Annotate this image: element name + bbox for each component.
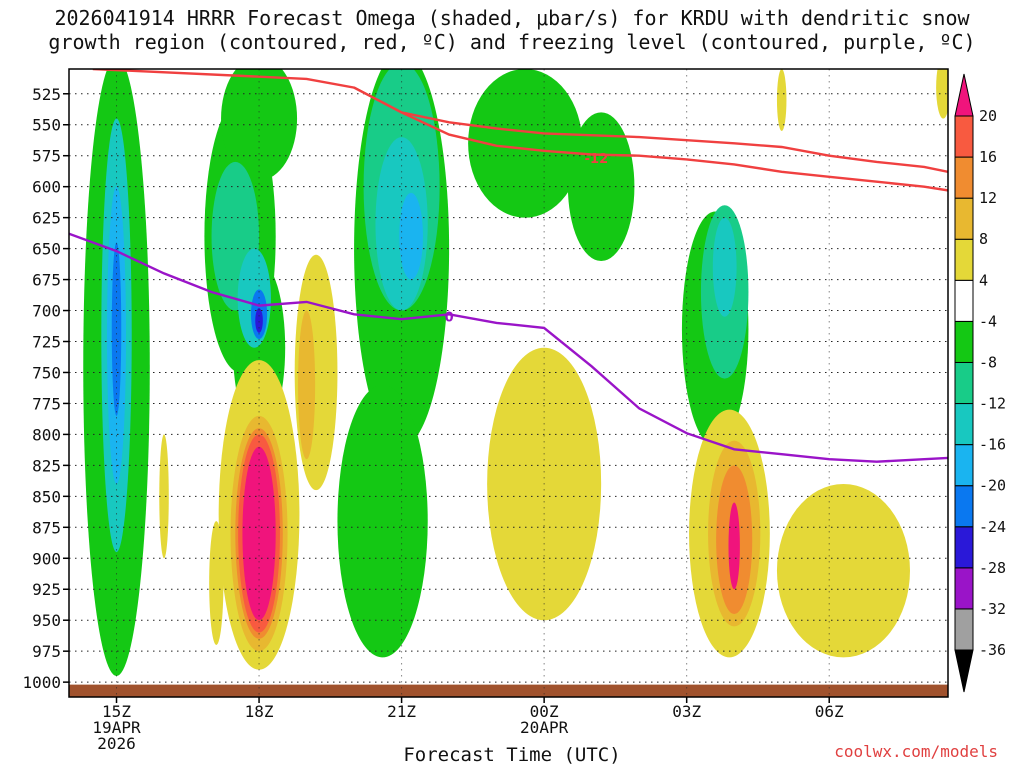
y-tick-label: 1000	[22, 673, 61, 692]
omega-area-35	[776, 483, 910, 658]
x-tick-label: 00Z	[530, 702, 559, 721]
colorbar-level-label: -36	[979, 641, 1006, 659]
colorbar-swatch-7	[954, 320, 974, 363]
y-tick-label: 925	[32, 580, 61, 599]
y-tick-label: 625	[32, 209, 61, 228]
colorbar-swatch-3	[954, 485, 974, 528]
y-tick-label: 600	[32, 178, 61, 197]
colorbar-swatch-12	[954, 115, 974, 158]
colorbar-level-label: 16	[979, 148, 997, 166]
x-tick-label: 21Z	[387, 702, 416, 721]
colorbar-level-label: -32	[979, 600, 1006, 618]
y-tick-label: 775	[32, 394, 61, 413]
omega-area-20	[712, 217, 737, 317]
omega-area-29	[159, 434, 169, 559]
y-tick-label: 650	[32, 240, 61, 259]
colorbar-level-label: 12	[979, 189, 997, 207]
site-credit: coolwx.com/models	[834, 742, 998, 761]
x-tick-label: 19APR	[92, 718, 141, 737]
y-tick-label: 550	[32, 116, 61, 135]
y-tick-label: 525	[32, 85, 61, 104]
omega-area-17	[567, 112, 635, 261]
dendritic-contour-lower	[353, 86, 948, 192]
omega-colorbar: -36 -32 -28 -24 -20 -16 -12 -8 -4 4 8 12 16 20	[954, 73, 1006, 693]
y-tick-label: 825	[32, 456, 61, 475]
colorbar-swatch-9	[954, 238, 974, 281]
colorbar-swatch-11	[954, 156, 974, 199]
plot-frame	[68, 68, 949, 698]
omega-area-10	[255, 308, 263, 333]
colorbar-swatch-0	[954, 608, 974, 651]
colorbar-over-triangle	[954, 73, 974, 117]
x-tick-label: 15Z	[102, 702, 131, 721]
pressure-axis: 525 550 575 600 625 650 675 700 725 750 775 800 825 8…	[22, 85, 69, 692]
colorbar-level-label: 20	[979, 107, 997, 125]
colorbar-level-label: -4	[979, 312, 997, 330]
colorbar-level-label: 8	[979, 230, 988, 248]
plot-grid	[69, 69, 948, 697]
omega-area-28	[242, 446, 276, 621]
contour-lines: -12 0	[69, 69, 948, 463]
colorbar-swatch-8	[954, 279, 974, 322]
colorbar-swatch-10	[954, 197, 974, 240]
colorbar-level-label: -28	[979, 559, 1006, 577]
freezing-level-label: 0	[445, 311, 454, 326]
y-tick-label: 700	[32, 302, 61, 321]
omega-area-16	[468, 69, 583, 218]
omega-shading	[69, 69, 948, 697]
chart-title-line-1: 2026041914 HRRR Forecast Omega (shaded, …	[54, 6, 970, 30]
chart-title: 2026041914 HRRR Forecast Omega (shaded, …	[0, 6, 1024, 54]
colorbar-swatch-4	[954, 444, 974, 487]
omega-area-36	[776, 69, 787, 131]
colorbar-level-label: 4	[979, 271, 988, 289]
x-tick-label: 20APR	[520, 718, 569, 737]
colorbar-level-label: -8	[979, 353, 997, 371]
colorbar-swatch-6	[954, 361, 974, 405]
colorbar-level-label: -16	[979, 436, 1006, 454]
colorbar-under-triangle	[954, 649, 974, 693]
y-tick-label: 850	[32, 487, 61, 506]
terrain-strip	[69, 684, 948, 697]
omega-area-24	[298, 310, 316, 460]
omega-area-37	[936, 69, 948, 119]
x-tick-label: 06Z	[815, 702, 844, 721]
x-tick-label: 03Z	[672, 702, 701, 721]
y-tick-label: 950	[32, 611, 61, 630]
omega-area-34	[728, 502, 740, 590]
y-tick-label: 675	[32, 271, 61, 290]
omega-area-15	[399, 192, 423, 280]
colorbar-level-label: -20	[979, 477, 1006, 495]
colorbar-swatch-5	[954, 403, 974, 446]
y-tick-label: 750	[32, 363, 61, 382]
colorbar-swatch-2	[954, 526, 974, 569]
omega-area-12	[337, 384, 428, 658]
y-tick-label: 975	[32, 642, 61, 661]
chart-title-line-2: growth region (contoured, red, ºC) and f…	[48, 30, 976, 54]
dendritic-contour-label: -12	[585, 152, 609, 167]
x-axis-label: Forecast Time (UTC)	[403, 744, 621, 766]
colorbar-level-label: -12	[979, 395, 1006, 413]
x-tick-label: 18Z	[245, 702, 274, 721]
omega-area-6	[221, 69, 298, 181]
omega-area-3	[111, 242, 122, 416]
colorbar-swatch-1	[954, 567, 974, 610]
y-tick-label: 875	[32, 518, 61, 537]
freezing-level-contour	[69, 232, 948, 463]
y-tick-label: 725	[32, 333, 61, 352]
y-tick-label: 900	[32, 549, 61, 568]
x-tick-label: 2026	[97, 734, 136, 753]
y-tick-label: 800	[32, 425, 61, 444]
y-tick-label: 575	[32, 147, 61, 166]
colorbar-level-label: -24	[979, 518, 1006, 536]
